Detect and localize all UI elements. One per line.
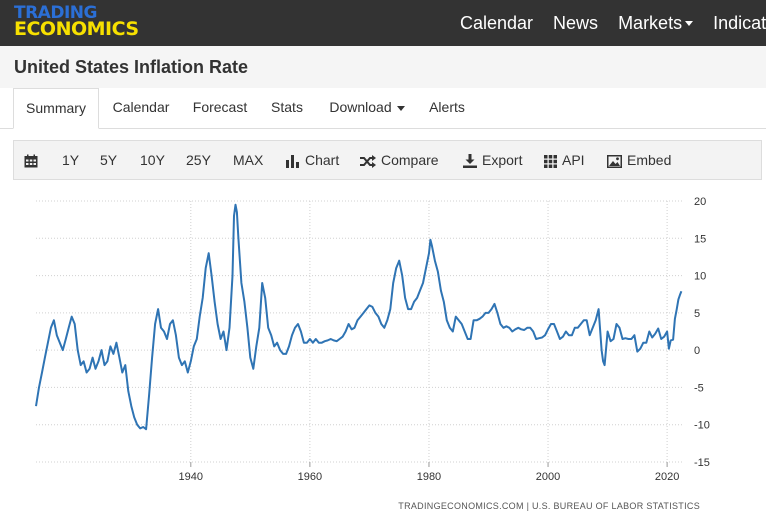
api-label: API [562,152,585,168]
y-tick-label: -10 [694,420,710,432]
shuffle-icon [360,154,376,168]
range-10y-button[interactable]: 10Y [140,152,165,168]
nav-indicators[interactable]: Indicat [713,12,766,33]
range-5y-button[interactable]: 5Y [100,152,118,168]
export-label: Export [482,152,523,168]
nav-calendar[interactable]: Calendar [460,12,534,33]
grid-icon [544,154,557,168]
embed-button[interactable]: Embed [607,141,671,179]
tab-alerts[interactable]: Alerts [429,99,465,115]
embed-label: Embed [627,152,672,168]
x-tick-label: 2000 [536,471,560,483]
inflation-series-line [35,203,683,431]
trading-economics-logo[interactable]: TRADING ECONOMICS [14,5,139,39]
inflation-chart: 20 15 10 5 0 -5 -10 -15 1940 1960 1980 2000 2020 TRAD… [0,182,766,517]
y-tick-label: 0 [694,345,700,357]
chevron-down-icon [396,105,405,111]
x-tick-label: 1980 [417,471,441,483]
y-tick-label: -5 [694,382,704,394]
y-tick-label: 10 [694,271,706,283]
api-button[interactable]: API [544,141,585,179]
bar-chart-icon [286,154,299,168]
chart-type-button[interactable]: Chart [286,141,339,179]
nav-markets-label: Markets [618,12,683,33]
tab-download-label: Download [329,99,392,115]
tab-download[interactable]: Download [318,88,416,128]
calendar-date-button[interactable] [24,141,43,179]
range-max-button[interactable]: MAX [233,152,264,168]
chart-toolbar: 1Y 5Y 10Y 25Y MAX Chart Compare Export A… [13,140,762,180]
calendar-icon [24,154,38,168]
page-title-bar: United States Inflation Rate [0,46,766,89]
chevron-down-icon [685,21,694,27]
x-tick-label: 1940 [179,471,203,483]
range-1y-button[interactable]: 1Y [62,152,80,168]
download-icon [463,154,477,169]
tab-stats[interactable]: Stats [271,99,303,115]
y-tick-label: 20 [694,196,706,208]
tab-forecast[interactable]: Forecast [192,99,248,115]
range-25y-button[interactable]: 25Y [186,152,211,168]
x-tick-label: 2020 [655,471,679,483]
main-nav: Calendar News Markets Indicat [450,0,766,46]
chart-type-label: Chart [305,152,340,168]
inflation-line-chart: 20 15 10 5 0 -5 -10 -15 1940 1960 1980 2000 2020 TRAD… [35,196,710,511]
y-tick-label: 5 [694,308,700,320]
y-tick-label: 15 [694,233,706,245]
chart-source-label: TRADINGECONOMICS.COM | U.S. BUREAU OF LA… [398,501,700,511]
page-title: United States Inflation Rate [14,57,249,77]
compare-button[interactable]: Compare [360,141,439,179]
compare-label: Compare [381,152,439,168]
tab-calendar[interactable]: Calendar [112,99,170,115]
export-button[interactable]: Export [463,141,522,179]
image-icon [607,154,622,168]
tab-bar: Summary Calendar Forecast Stats Download… [0,88,766,129]
y-tick-label: -15 [694,457,710,469]
logo-line-2: ECONOMICS [14,18,139,40]
nav-markets[interactable]: Markets [618,12,694,34]
nav-news[interactable]: News [553,12,599,33]
logo-line-1: TRADING [14,3,97,23]
x-tick-label: 1960 [298,471,322,483]
top-navbar: TRADING ECONOMICS Calendar News Markets … [0,0,766,46]
tab-summary[interactable]: Summary [13,88,99,129]
